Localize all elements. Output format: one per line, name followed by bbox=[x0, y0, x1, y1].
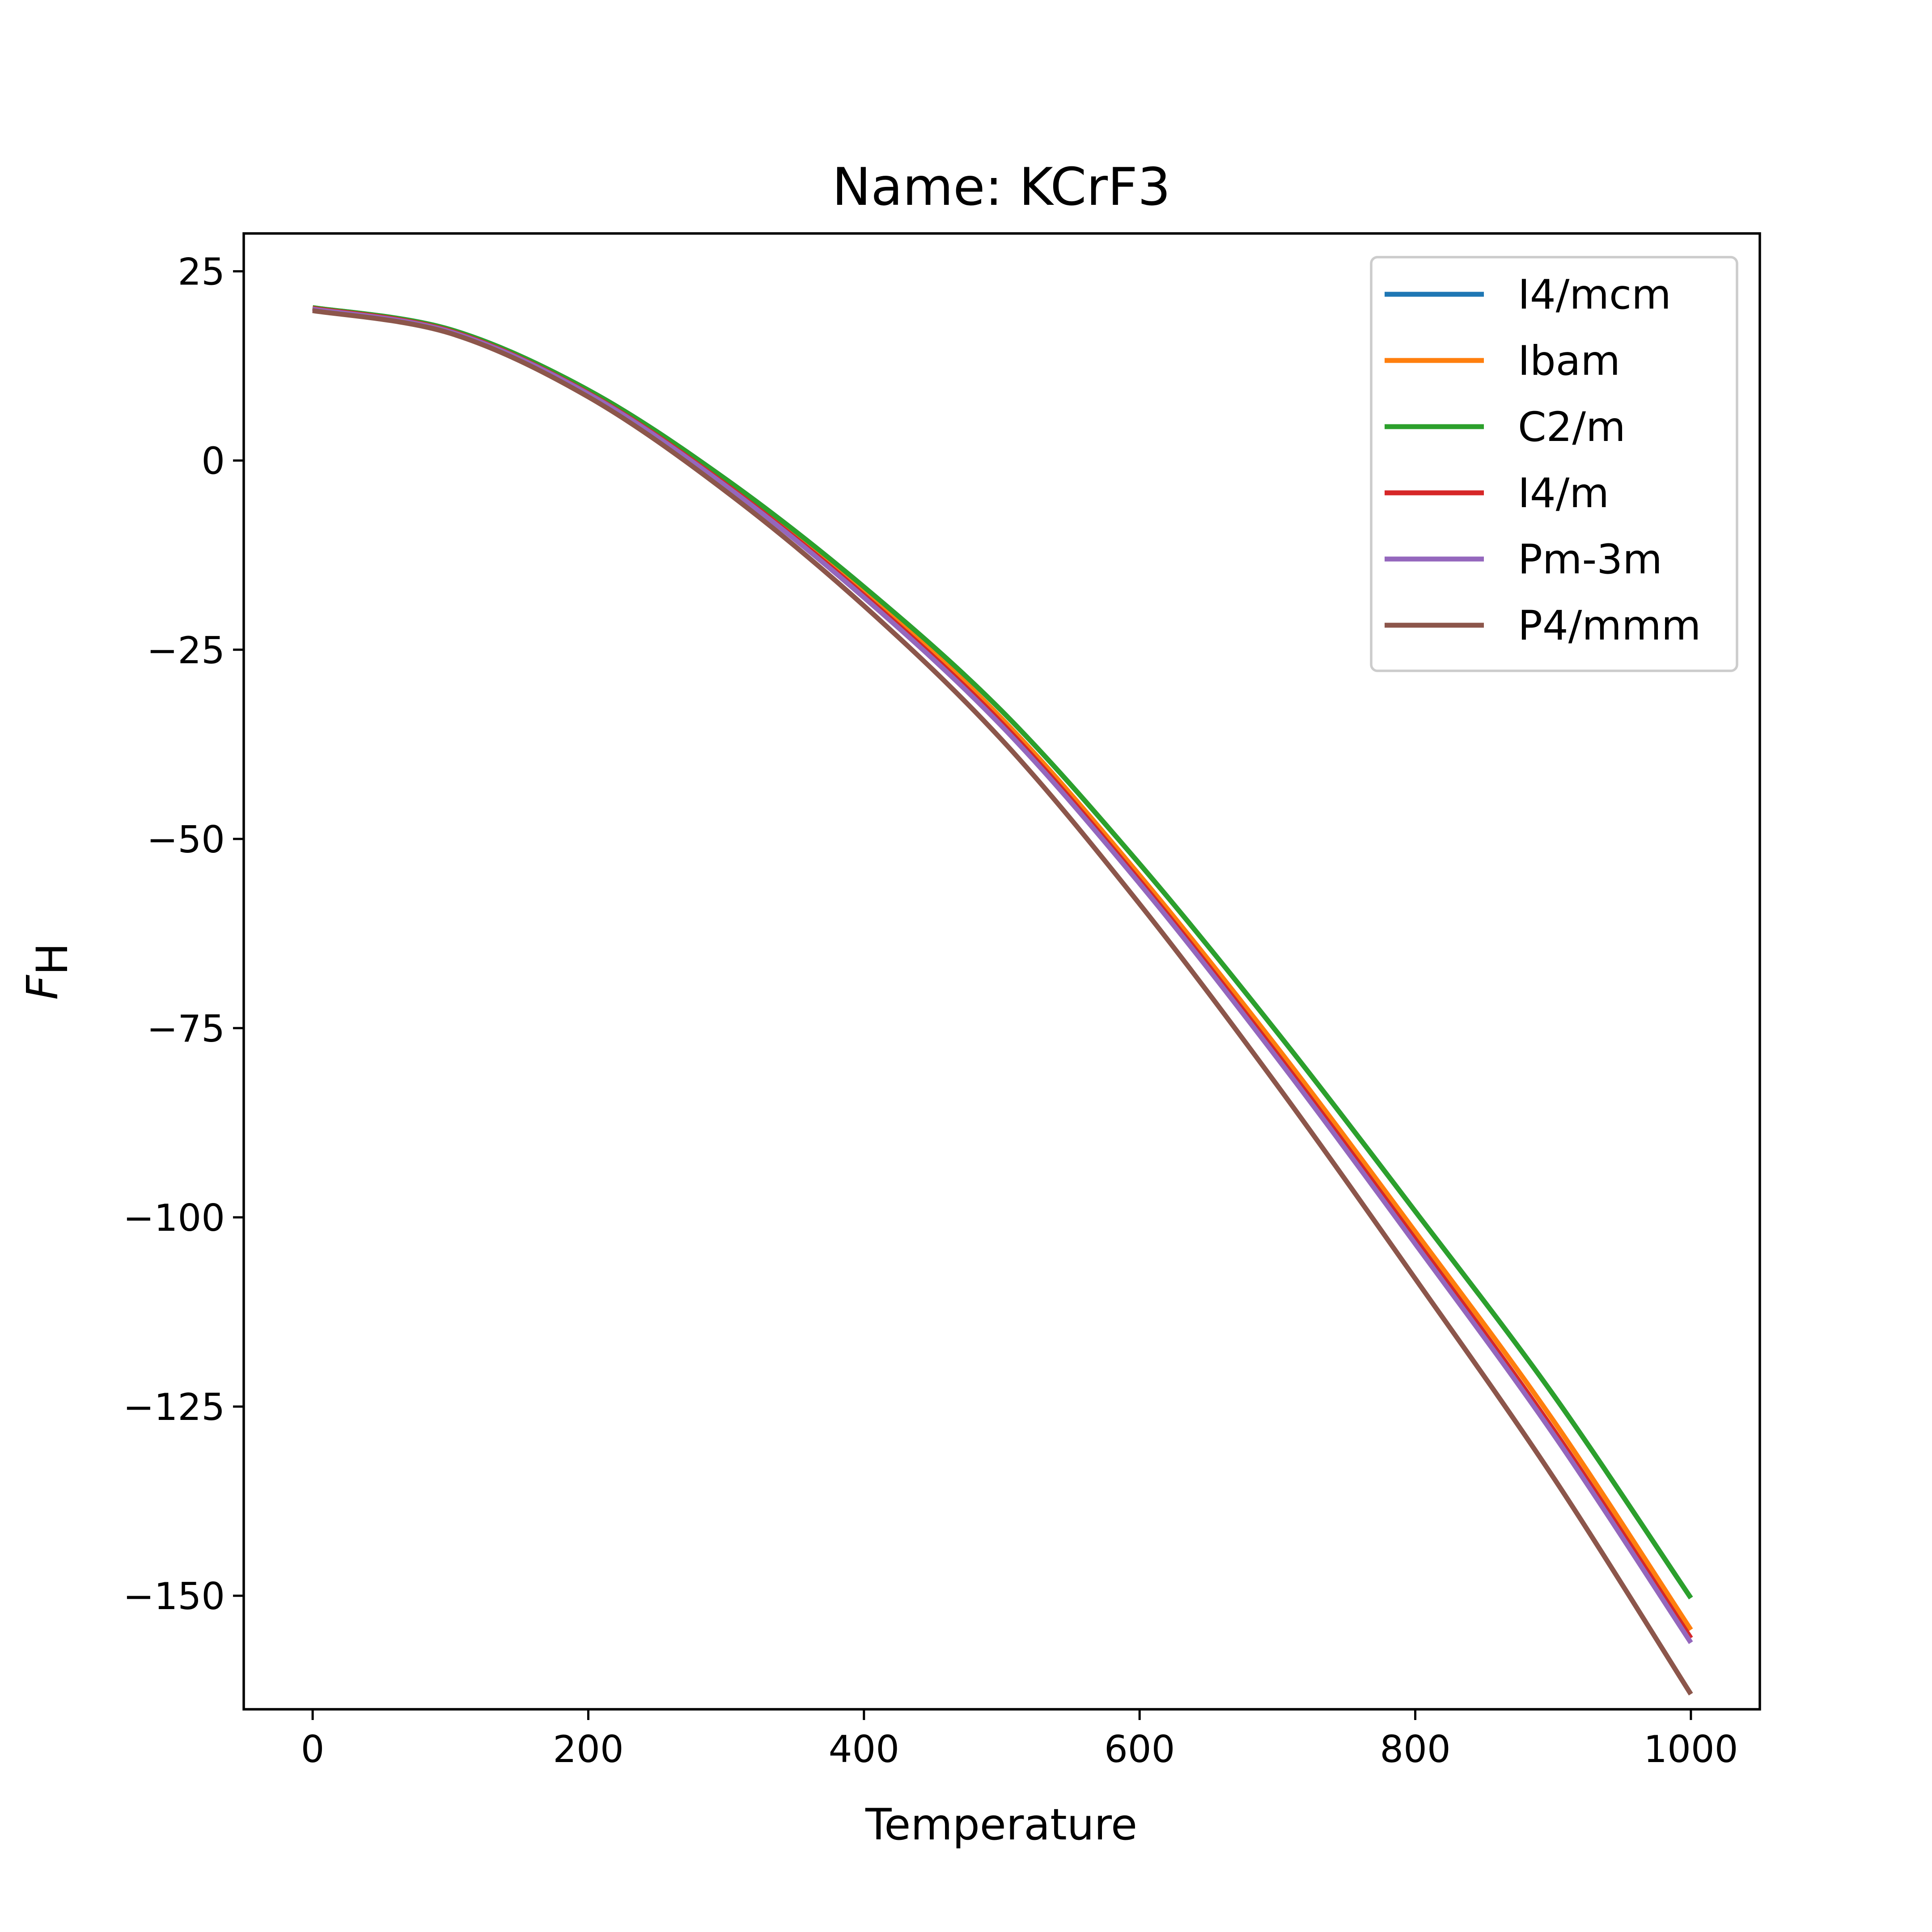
legend-label-0: I4/mcm bbox=[1518, 271, 1671, 318]
y-tick-label: −150 bbox=[123, 1575, 225, 1618]
x-axis-label: Temperature bbox=[865, 1800, 1137, 1850]
series-layer bbox=[312, 305, 1693, 1696]
y-axis-label: FH bbox=[17, 943, 77, 1000]
series-line-4 bbox=[312, 306, 1693, 1644]
y-tick-label: −25 bbox=[147, 629, 225, 672]
y-tick-label: −75 bbox=[147, 1007, 225, 1051]
legend-label-2: C2/m bbox=[1518, 404, 1626, 451]
x-axis-ticks: 0 200 400 600 800 1000 bbox=[301, 1709, 1738, 1771]
plot-frame bbox=[242, 232, 1761, 1711]
y-tick-label: −125 bbox=[123, 1385, 225, 1429]
y-axis-label-subscript: H bbox=[27, 943, 77, 975]
chart-title: Name: KCrF3 bbox=[832, 157, 1170, 217]
legend-label-1: Ibam bbox=[1518, 338, 1620, 385]
y-tick-label: 25 bbox=[178, 250, 225, 294]
legend-label-5: P4/mmm bbox=[1518, 602, 1701, 649]
series-line-5 bbox=[312, 308, 1693, 1696]
y-tick-label: −50 bbox=[147, 818, 225, 861]
x-tick-label: 600 bbox=[1104, 1728, 1175, 1771]
series-line-2 bbox=[312, 305, 1693, 1600]
y-axis-label-main: F bbox=[17, 974, 68, 1000]
legend-entries: I4/mcm Ibam C2/m I4/m Pm-3m P4/mmm bbox=[1385, 271, 1701, 649]
legend-label-4: Pm-3m bbox=[1518, 536, 1662, 583]
legend: I4/mcm Ibam C2/m I4/m Pm-3m P4/mmm bbox=[1370, 256, 1738, 672]
x-tick-label: 200 bbox=[553, 1728, 623, 1771]
y-tick-label: −100 bbox=[123, 1196, 225, 1240]
legend-label-3: I4/m bbox=[1518, 470, 1609, 517]
x-tick-label: 0 bbox=[301, 1728, 325, 1771]
x-tick-label: 1000 bbox=[1644, 1728, 1738, 1771]
y-axis-ticks: 25 0 −25 −50 −75 −100 −125 −150 bbox=[123, 250, 244, 1618]
x-tick-label: 400 bbox=[829, 1728, 899, 1771]
x-tick-label: 800 bbox=[1380, 1728, 1450, 1771]
y-tick-label: 0 bbox=[201, 440, 225, 483]
